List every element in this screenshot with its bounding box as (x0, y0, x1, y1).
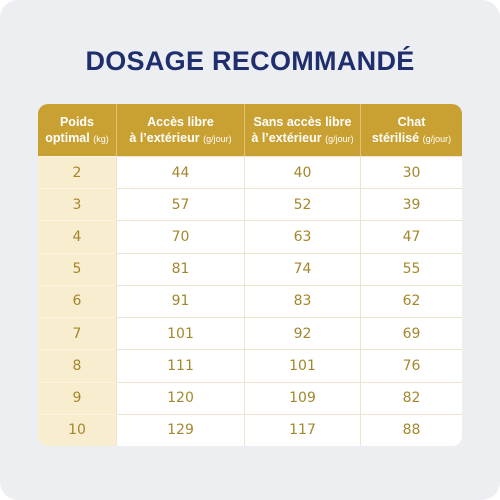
dose-cell: 63 (244, 220, 360, 253)
header-text: à l’extérieur (129, 130, 200, 145)
weight-cell: 2 (38, 156, 116, 189)
header-line: à l’extérieur (g/jour) (251, 130, 353, 147)
header-text: Poids (59, 114, 95, 129)
dose-cell: 76 (360, 349, 462, 382)
header-unit: (kg) (93, 133, 109, 144)
dose-cell: 101 (116, 317, 244, 350)
weight-cell: 7 (38, 317, 116, 350)
header-text: optimal (45, 130, 90, 145)
weight-cell: 6 (38, 284, 116, 318)
header-unit: (g/jour) (203, 133, 232, 144)
weight-cell: 3 (38, 188, 116, 221)
dose-cell: 44 (116, 156, 244, 189)
dose-cell: 117 (244, 413, 360, 446)
header-text: stérilisé (371, 130, 420, 145)
header-cell: Sans accès libre à l’extérieur (g/jour) (244, 104, 360, 156)
dosage-table: Poids optimal (kg) Accès libre à l’extérieu… (38, 104, 462, 446)
header-line: optimal (kg) (45, 130, 108, 147)
weight-cell: 9 (38, 381, 116, 414)
header-text: Chat (397, 114, 426, 129)
header-cell: Poids optimal (kg) (38, 104, 116, 156)
dose-cell: 62 (360, 284, 462, 318)
dose-cell: 57 (116, 188, 244, 221)
weight-cell: 8 (38, 349, 116, 382)
header-line: à l’extérieur (g/jour) (129, 130, 231, 147)
header-cell: Accès libre à l’extérieur (g/jour) (116, 104, 244, 156)
dose-cell: 109 (244, 381, 360, 414)
title: DOSAGE RECOMMANDÉ (85, 46, 415, 76)
dose-cell: 83 (244, 284, 360, 318)
dose-cell: 120 (116, 381, 244, 414)
dose-cell: 74 (244, 252, 360, 285)
header-unit: (g/jour) (422, 133, 452, 144)
dose-cell: 55 (360, 252, 462, 285)
header-unit: (g/jour) (325, 133, 354, 144)
header-text: Sans accès libre (253, 114, 352, 129)
dose-cell: 30 (360, 156, 462, 189)
dose-cell: 52 (244, 188, 360, 221)
header-cell: Chat stérilisé (g/jour) (360, 104, 462, 156)
dose-cell: 82 (360, 381, 462, 414)
header-text: Accès libre (147, 114, 214, 129)
dose-cell: 70 (116, 220, 244, 253)
header-line: stérilisé (g/jour) (372, 130, 451, 147)
weight-cell: 5 (38, 252, 116, 285)
dose-cell: 47 (360, 220, 462, 253)
dose-cell: 40 (244, 156, 360, 189)
dose-cell: 101 (244, 349, 360, 382)
weight-cell: 10 (38, 413, 116, 446)
weight-cell: 4 (38, 220, 116, 253)
dose-cell: 69 (360, 317, 462, 350)
dose-cell: 39 (360, 188, 462, 221)
dose-cell: 92 (244, 317, 360, 350)
dose-cell: 91 (116, 284, 244, 318)
dose-cell: 129 (116, 413, 244, 446)
dose-cell: 88 (360, 413, 462, 446)
dose-cell: 111 (116, 349, 244, 382)
header-text: à l’extérieur (251, 130, 322, 145)
dose-cell: 81 (116, 252, 244, 285)
